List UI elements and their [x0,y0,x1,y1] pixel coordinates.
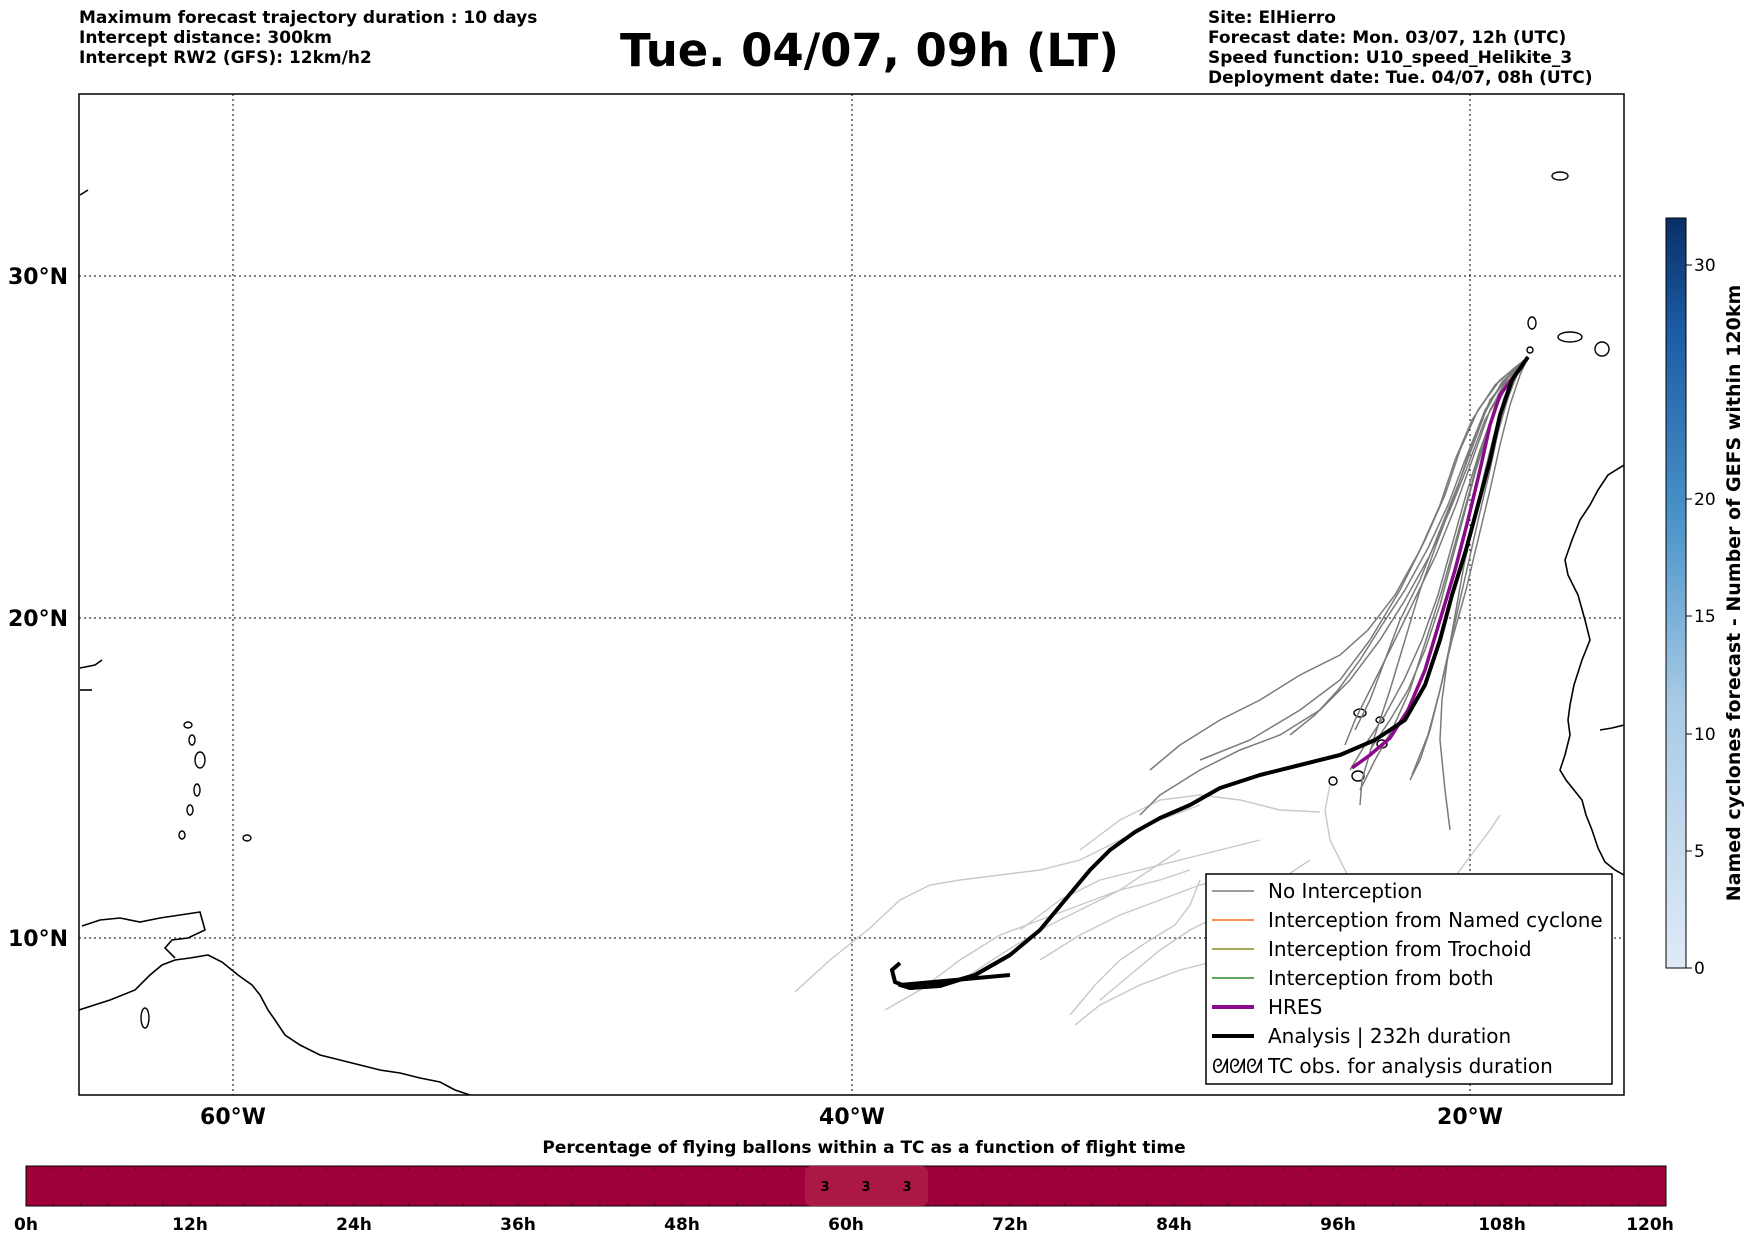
island-el-hierro [1526,346,1534,354]
bermuda-coast [79,189,89,196]
legend-label: Interception from both [1268,966,1494,990]
flight-time-cell-label: 3 [861,1180,870,1195]
deployment-date-text: Deployment date: Tue. 04/07, 08h (UTC) [1208,68,1593,88]
island-anguilla [183,721,193,729]
speed-function-text: Speed function: U10_speed_Helikite_3 [1208,48,1573,68]
coastlines [79,189,1624,1095]
faded-track [964,849,1181,979]
lat-label-20n: 20°N [8,607,68,632]
ensemble-track [1149,356,1529,771]
island-barbados [178,830,186,840]
flight-time-cell-label: 3 [820,1180,829,1195]
ensemble-track [1411,356,1529,776]
legend-label: HRES [1268,995,1322,1019]
ensemble-track [1289,356,1529,736]
hispaniola-coast [79,659,103,669]
island-madeira [1551,171,1569,181]
legend-box [1205,873,1613,1085]
colorbar-gradient [1665,217,1687,969]
island-st-lucia [186,804,194,816]
colorbar-tick: 15 [1694,607,1716,627]
colorbar-tick: 0 [1694,959,1705,979]
legend-label: TC obs. for analysis duration [1267,1054,1553,1078]
island-cv-4 [1328,776,1338,786]
colorbar: 30 20 15 10 5 0 Named cyclones forecast … [1665,217,1745,979]
axis-labels: 30°N 20°N 10°N 60°W 40°W 20°W [8,265,1503,1130]
island-la-palma [1527,316,1537,330]
intercept-rw2-text: Intercept RW2 (GFS): 12km/h2 [79,48,372,68]
time-tick-label: 96h [1320,1215,1356,1235]
lat-label-30n: 30°N [8,265,68,290]
flight-time-cell-label: 3 [902,1180,911,1195]
south-america-coast [79,954,471,1095]
colorbar-tick: 10 [1694,725,1716,745]
forecast-date-text: Forecast date: Mon. 03/07, 12h (UTC) [1208,28,1567,48]
time-tick-label: 108h [1478,1215,1526,1235]
map-title: Tue. 04/07, 09h (LT) [620,24,1119,77]
lon-label-40w: 40°W [819,1105,885,1130]
tc-obs-icon: ᘛᘛᘛ [1212,1054,1263,1078]
island-trinidad [140,1007,150,1029]
time-tick-label: 12h [172,1215,208,1235]
colorbar-tick: 30 [1694,256,1716,276]
legend-label: Analysis | 232h duration [1268,1024,1511,1048]
time-tick-label: 60h [828,1215,864,1235]
graticule [79,94,1624,1095]
time-tick-label: 84h [1156,1215,1192,1235]
island-tenerife [1557,331,1583,343]
flight-time-bar: Percentage of flying ballons within a TC… [14,1138,1674,1235]
faded-track [1069,879,1201,1016]
colorbar-tick: 5 [1694,842,1705,862]
faded-track [1019,839,1261,931]
colorbar-label: Named cyclones forecast - Number of GEFS… [1723,285,1745,902]
ensemble-track [1139,356,1529,816]
island-guadeloupe [194,751,206,769]
faded-track [1079,794,1321,851]
africa-coast [1559,464,1624,876]
cape-verde-coast-segment [1599,724,1624,731]
header-right: Site: ElHierro Forecast date: Mon. 03/07… [1208,8,1593,88]
flight-time-bar-highlight [805,1166,928,1206]
island-gran-canaria [1594,341,1610,357]
flight-time-bar-title: Percentage of flying ballons within a TC… [542,1138,1185,1158]
intercept-distance-text: Intercept distance: 300km [79,28,332,48]
max-duration-text: Maximum forecast trajectory duration : 1… [79,8,538,28]
lat-label-10n: 10°N [8,927,68,952]
time-tick-label: 120h [1626,1215,1674,1235]
venezuela-coast [81,911,206,959]
header-left: Maximum forecast trajectory duration : 1… [79,8,537,68]
time-tick-label: 0h [14,1215,38,1235]
island-antigua [188,734,196,746]
hres-trajectory [1350,355,1530,770]
analysis-trajectory-end [889,953,1011,991]
colorbar-tick: 20 [1694,490,1716,510]
legend-label: No Interception [1268,879,1422,903]
time-tick-label: 36h [500,1215,536,1235]
legend-label: Interception from Trochoid [1268,937,1532,961]
ensemble-track [1344,356,1529,746]
island-small-1 [242,834,252,842]
islands [140,171,1610,1029]
island-martinique [193,783,201,797]
legend-label: Interception from Named cyclone [1268,908,1603,932]
lon-label-60w: 60°W [200,1105,266,1130]
lon-label-20w: 20°W [1437,1105,1503,1130]
site-text: Site: ElHierro [1208,8,1336,28]
time-tick-label: 72h [992,1215,1028,1235]
legend: ᘛᘛᘛ No Interception Interception from Na… [1205,873,1613,1085]
time-tick-label: 48h [664,1215,700,1235]
time-tick-label: 24h [336,1215,372,1235]
island-cv-5 [1351,770,1365,782]
